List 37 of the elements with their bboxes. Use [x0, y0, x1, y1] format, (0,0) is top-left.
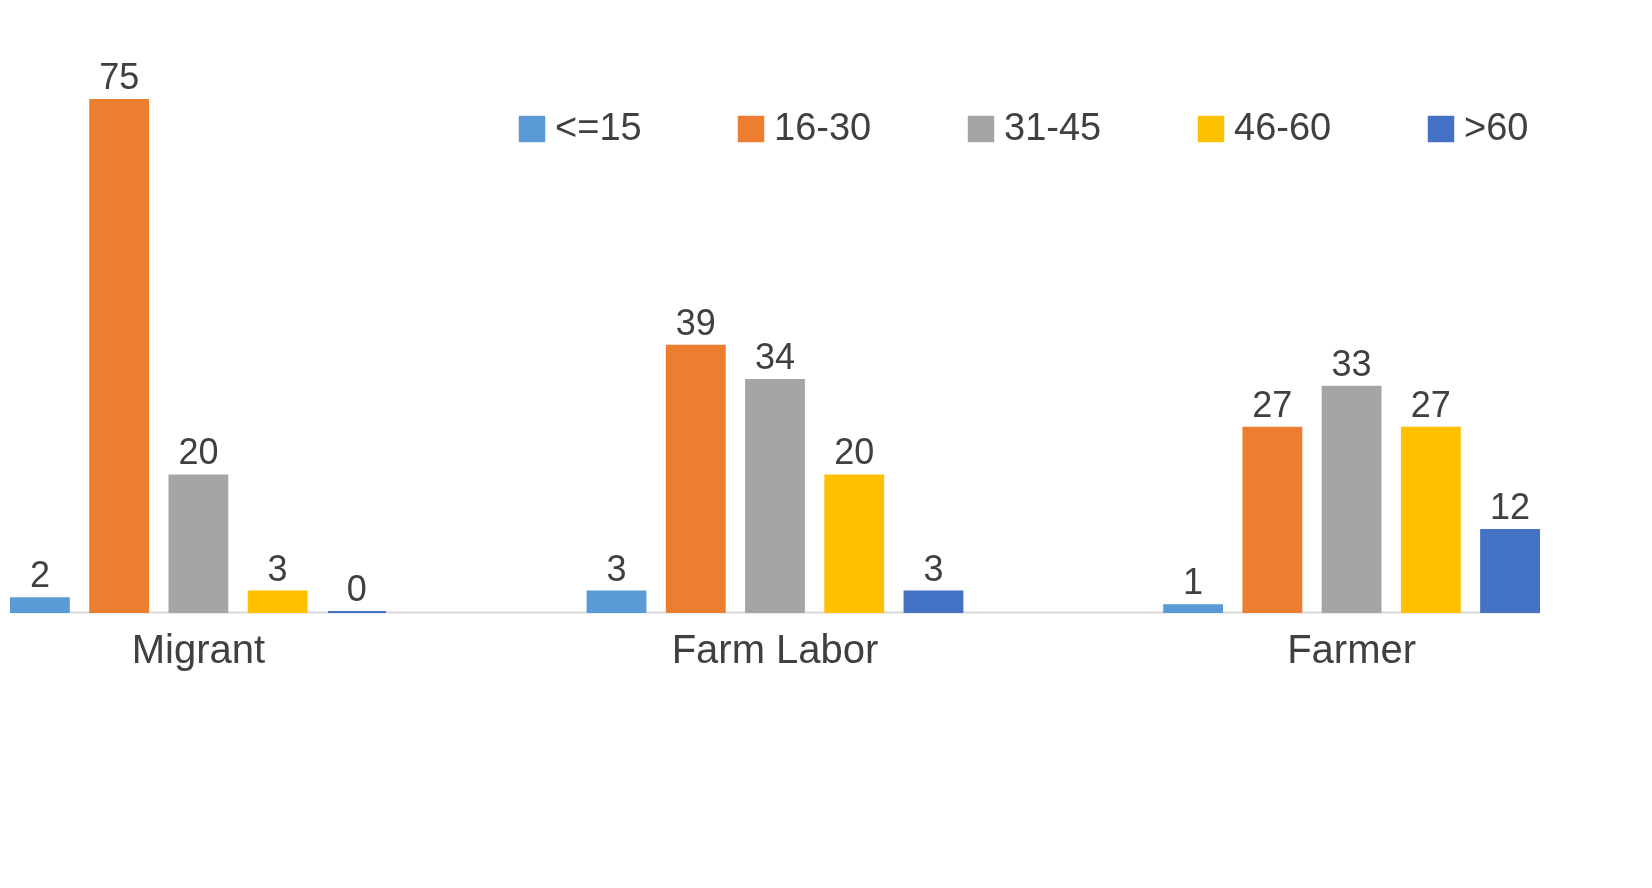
- x-tick-label: Migrant: [131, 626, 266, 671]
- bar: [745, 378, 805, 613]
- legend-label: 46-60: [1234, 106, 1332, 148]
- data-label: 2: [29, 554, 50, 596]
- data-label: 0: [346, 568, 367, 609]
- legend-label: 31-45: [1004, 106, 1102, 148]
- data-label: 20: [834, 431, 875, 473]
- data-label: 75: [99, 56, 140, 97]
- data-label: 12: [1490, 486, 1531, 528]
- data-label: 20: [178, 431, 219, 473]
- legend-label: >60: [1464, 106, 1529, 148]
- x-tick-label: Farmer: [1287, 626, 1417, 671]
- data-label: 33: [1331, 342, 1372, 384]
- bar: [824, 474, 885, 613]
- bar: [1321, 385, 1382, 613]
- data-label: 34: [754, 335, 796, 377]
- bar: [247, 590, 308, 613]
- bar: [168, 474, 229, 613]
- data-label: 27: [1252, 383, 1293, 425]
- data-label: 1: [1183, 561, 1204, 603]
- data-label: 39: [675, 301, 716, 343]
- bar: [1400, 426, 1461, 613]
- data-label: 27: [1410, 383, 1451, 425]
- bar: [586, 590, 647, 613]
- bar: [89, 99, 150, 613]
- data-label: 3: [267, 547, 288, 589]
- legend-label: <=15: [555, 106, 642, 148]
- data-label: 3: [923, 547, 944, 589]
- bar: [665, 344, 726, 613]
- bar: [903, 590, 964, 613]
- x-tick-label: Farm Labor: [671, 626, 879, 671]
- bar: [1163, 604, 1224, 613]
- legend-label: 16-30: [774, 106, 872, 148]
- bar: [10, 597, 70, 613]
- data-label: 3: [606, 547, 627, 589]
- bar: [1242, 426, 1303, 613]
- bar: [1480, 529, 1540, 613]
